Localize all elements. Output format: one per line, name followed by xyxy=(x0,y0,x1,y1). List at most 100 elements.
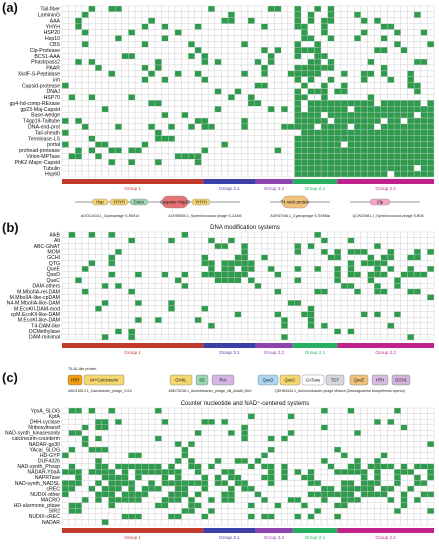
heatmap-cell xyxy=(427,407,435,414)
heatmap-cell xyxy=(227,237,235,244)
heatmap-cell xyxy=(161,135,169,142)
heatmap-cell xyxy=(254,100,262,107)
heatmap-cell xyxy=(174,435,182,442)
heatmap-cell xyxy=(95,485,103,492)
heatmap-cell xyxy=(413,47,421,54)
heatmap-cell xyxy=(387,305,395,312)
heatmap-cell xyxy=(287,485,295,492)
heatmap-cell xyxy=(174,64,182,72)
row-label: NADAR-gp30 xyxy=(29,442,61,448)
heatmap-cell xyxy=(340,485,348,492)
heatmap-cell xyxy=(300,17,308,24)
heatmap-cell xyxy=(407,70,415,77)
heatmap-cell xyxy=(287,260,295,267)
heatmap-cell xyxy=(413,317,421,324)
heatmap-cell xyxy=(174,491,182,498)
heatmap-cell xyxy=(400,457,408,464)
heatmap-cell xyxy=(114,135,122,142)
heatmap-cell xyxy=(320,23,328,30)
heatmap-cell xyxy=(340,294,348,301)
heatmap-cell xyxy=(267,271,275,278)
heatmap-cell xyxy=(134,502,142,509)
heatmap-cell xyxy=(234,491,242,498)
heatmap-cell xyxy=(227,254,235,261)
heatmap-cell xyxy=(300,23,308,30)
heatmap-cell xyxy=(61,254,69,261)
heatmap-cell xyxy=(287,248,295,255)
heatmap-cell xyxy=(400,418,408,425)
heatmap-cell xyxy=(380,135,388,142)
heatmap-cell xyxy=(234,435,242,442)
heatmap-cell xyxy=(274,111,282,119)
heatmap-cell xyxy=(68,305,76,312)
heatmap-cell xyxy=(214,300,222,307)
heatmap-cell xyxy=(68,141,76,148)
heatmap-cell xyxy=(234,70,242,77)
heatmap-cell xyxy=(387,94,395,101)
heatmap-cell xyxy=(254,35,262,42)
heatmap-cell xyxy=(334,277,342,284)
heatmap-cell xyxy=(241,469,249,476)
heatmap-cell xyxy=(75,23,83,30)
heatmap-cell xyxy=(374,29,382,36)
heatmap-cell xyxy=(261,300,269,307)
heatmap-cell xyxy=(320,111,328,119)
heatmap-cell xyxy=(320,502,328,509)
heatmap-cell xyxy=(393,52,401,60)
row-label: PhKZ-Major-Capsid xyxy=(14,160,60,166)
heatmap-cell xyxy=(227,322,235,329)
panel-a-letter: (a) xyxy=(2,0,18,15)
heatmap-cell xyxy=(393,463,401,470)
heatmap-cell xyxy=(214,135,222,142)
heatmap-cell xyxy=(360,100,368,107)
heatmap-cell xyxy=(154,334,162,341)
heatmap-cell xyxy=(207,29,215,36)
heatmap-cell xyxy=(307,294,315,301)
heatmap-cell xyxy=(95,265,103,272)
heatmap-cell xyxy=(274,117,282,125)
heatmap-cell xyxy=(168,111,176,119)
heatmap-cell xyxy=(201,17,209,24)
heatmap-cell xyxy=(221,165,229,172)
heatmap-cell xyxy=(148,254,156,261)
heatmap-cell xyxy=(347,317,355,324)
heatmap-cell xyxy=(128,17,136,24)
heatmap-cell xyxy=(188,231,196,238)
heatmap-cell xyxy=(128,70,136,77)
heatmap-cell xyxy=(141,135,149,142)
heatmap-cell xyxy=(134,305,142,312)
heatmap-cell xyxy=(201,123,209,131)
heatmap-cell xyxy=(128,322,136,329)
heatmap-cell xyxy=(108,94,116,101)
heatmap-cell xyxy=(114,491,122,498)
heatmap-cell xyxy=(154,502,162,509)
heatmap-cell xyxy=(148,47,156,54)
heatmap-cell xyxy=(68,94,76,101)
heatmap-cell xyxy=(168,76,176,83)
heatmap-cell xyxy=(161,311,169,318)
heatmap-cell xyxy=(327,52,335,60)
heatmap-cell xyxy=(121,260,129,267)
heatmap-cell xyxy=(207,64,215,72)
heatmap-cell xyxy=(168,294,176,301)
heatmap-cell xyxy=(68,322,76,329)
heatmap-cell xyxy=(174,413,182,420)
heatmap-cell xyxy=(234,300,242,307)
heatmap-cell xyxy=(174,153,182,160)
heatmap-cell xyxy=(393,47,401,54)
heatmap-cell xyxy=(267,469,275,476)
heatmap-cell xyxy=(254,271,262,278)
heatmap-cell xyxy=(148,480,156,487)
heatmap-cell xyxy=(88,463,96,470)
heatmap-cell xyxy=(287,277,295,284)
heatmap-cell xyxy=(407,141,415,148)
heatmap-cell xyxy=(95,271,103,278)
heatmap-cell xyxy=(413,70,421,77)
heatmap-cell xyxy=(300,147,308,154)
heatmap-cell xyxy=(254,502,262,509)
row-label: Tubulin xyxy=(43,166,60,172)
heatmap-cell xyxy=(387,317,395,324)
heatmap-cell xyxy=(400,407,408,414)
heatmap-cell xyxy=(300,294,308,301)
heatmap-cell xyxy=(340,11,348,18)
